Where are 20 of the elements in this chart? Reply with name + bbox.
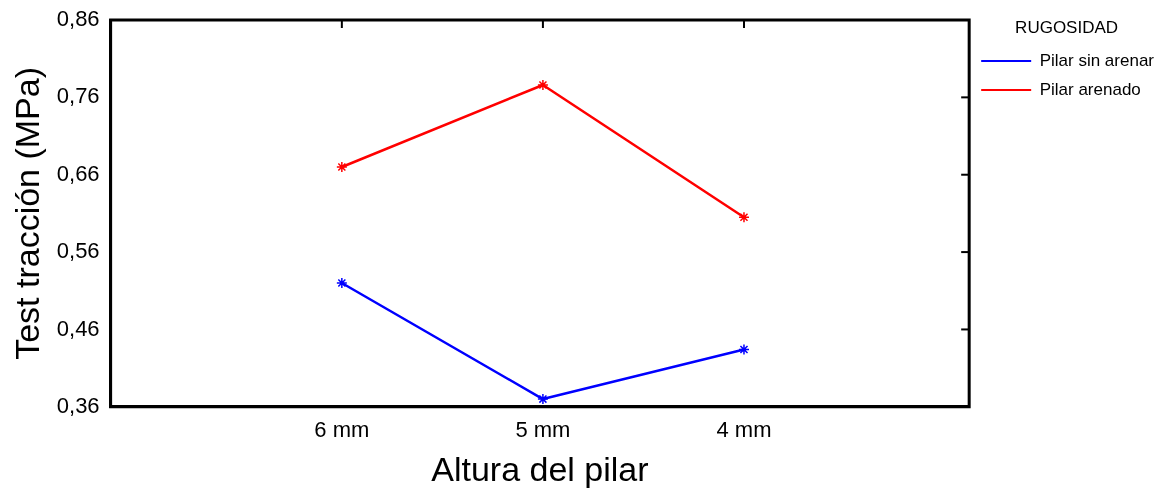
y-tick-label: 0,46 [56,315,100,341]
point [537,79,549,91]
y-tick-label: 0,56 [56,238,100,264]
x-tick-label: 6 mm [314,417,370,443]
point [738,211,750,224]
x-tick-label: 5 mm [515,417,571,443]
point [336,161,348,173]
y-tick-label: 0,76 [56,83,100,109]
legend-label: Pilar sin arenar [1039,50,1155,70]
x-axis-title: Altura del pilar [431,449,649,488]
legend-title: RUGOSIDAD [1015,18,1119,38]
y-tick-label: 0,36 [56,392,100,418]
x-tick-label: 4 mm [716,417,772,443]
point [336,277,348,289]
legend-label: Pilar arenado [1039,79,1141,99]
y-tick-label: 0,86 [56,6,100,32]
point [738,343,750,356]
point [537,393,549,405]
y-tick-label: 0,66 [56,160,100,186]
y-axis-title: Test tracción (MPa) [7,66,46,360]
